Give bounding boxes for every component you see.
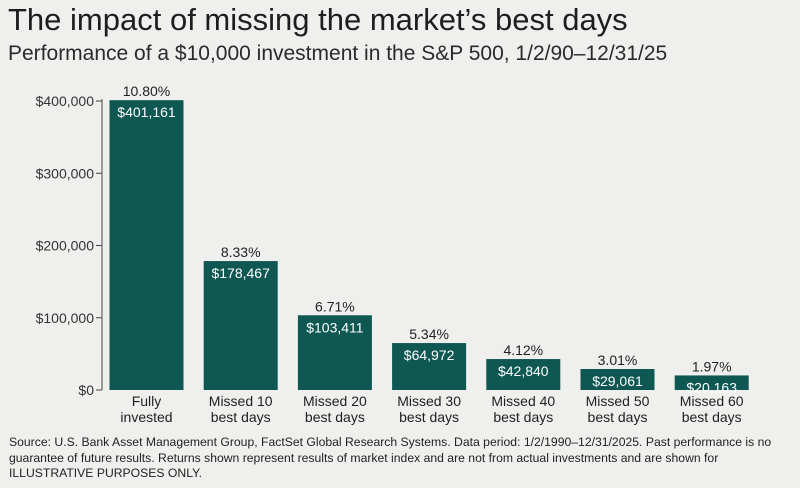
bar-return-label: 5.34% bbox=[409, 326, 449, 342]
chart-subtitle: Performance of a $10,000 investment in t… bbox=[8, 42, 668, 65]
x-category-label: invested bbox=[120, 409, 172, 425]
bar-return-label: 8.33% bbox=[221, 244, 261, 260]
bar-value-label: $64,972 bbox=[404, 347, 455, 363]
bar bbox=[674, 375, 749, 390]
bar bbox=[580, 369, 655, 390]
bar-return-label: 3.01% bbox=[598, 352, 638, 368]
bar bbox=[392, 343, 467, 390]
bar-value-label: $29,061 bbox=[592, 373, 643, 389]
bar-value-label: $42,840 bbox=[498, 363, 549, 379]
chart-title: The impact of missing the market’s best … bbox=[8, 2, 628, 37]
x-category-label: best days bbox=[211, 409, 271, 425]
x-category-label: Missed 20 bbox=[303, 393, 367, 409]
bar-return-label: 10.80% bbox=[123, 83, 170, 99]
x-category-label: Missed 40 bbox=[491, 393, 555, 409]
x-category-label: best days bbox=[399, 409, 459, 425]
y-tick-label: $0 bbox=[78, 382, 94, 398]
x-category-label: best days bbox=[493, 409, 553, 425]
x-category-label: Missed 10 bbox=[209, 393, 273, 409]
bar-value-label: $20,163 bbox=[686, 379, 737, 395]
y-tick-label: $200,000 bbox=[36, 238, 95, 254]
source-footnote: Source: U.S. Bank Asset Management Group… bbox=[9, 435, 772, 480]
x-category-label: best days bbox=[682, 409, 742, 425]
bar-return-label: 1.97% bbox=[692, 358, 732, 374]
bar bbox=[203, 261, 278, 390]
x-category-label: Missed 50 bbox=[586, 393, 650, 409]
bar-return-label: 6.71% bbox=[315, 298, 355, 314]
bar bbox=[486, 359, 561, 390]
x-category-label: Missed 60 bbox=[680, 393, 744, 409]
x-category-label: Missed 30 bbox=[397, 393, 461, 409]
y-tick-label: $400,000 bbox=[36, 93, 95, 109]
x-category-label: Fully bbox=[132, 393, 162, 409]
bar-return-label: 4.12% bbox=[503, 342, 543, 358]
bar bbox=[109, 100, 184, 390]
x-category-label: best days bbox=[588, 409, 648, 425]
y-tick-label: $100,000 bbox=[36, 310, 95, 326]
bar-value-label: $178,467 bbox=[211, 265, 270, 281]
bar-value-label: $401,161 bbox=[117, 104, 176, 120]
x-category-label: best days bbox=[305, 409, 365, 425]
y-tick-label: $300,000 bbox=[36, 165, 95, 181]
bar bbox=[297, 315, 372, 390]
bar-value-label: $103,411 bbox=[306, 319, 364, 335]
